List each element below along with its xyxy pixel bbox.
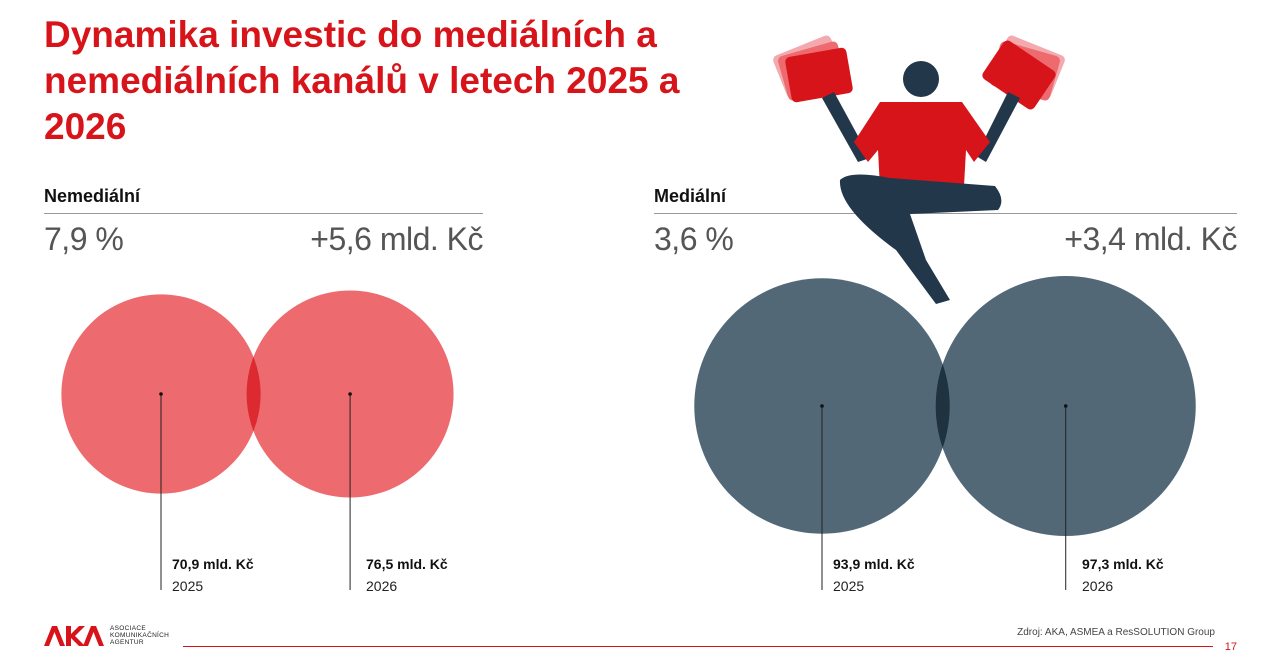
- torso-icon: [854, 102, 990, 188]
- juggler-illustration: [773, 35, 1065, 304]
- media-2026-year: 2026: [1082, 578, 1114, 594]
- media-2026-value: 97,3 mld. Kč: [1082, 556, 1164, 572]
- nonmedia-venn: [61, 290, 454, 590]
- media-growth-abs: +3,4 mld. Kč: [1064, 221, 1237, 257]
- media-center-dot-2025: [820, 404, 824, 408]
- nonmedia-divider: [44, 213, 483, 214]
- media-label: Mediální: [654, 186, 727, 206]
- media-2025-year: 2025: [833, 578, 865, 594]
- nonmedia-2026-year: 2026: [366, 578, 398, 594]
- right-arm-icon: [976, 92, 1020, 162]
- media-venn: [694, 275, 1196, 590]
- nonmedia-2026-value: 76,5 mld. Kč: [366, 556, 448, 572]
- footer-divider: [183, 646, 1213, 647]
- nonmedia-panel: Nemediální 7,9 % +5,6 mld. Kč 70,9 mld. …: [44, 186, 483, 606]
- right-folder-stack-icon: [982, 35, 1065, 110]
- page-number: 17: [1224, 641, 1237, 653]
- media-growth-pct: 3,6 %: [654, 221, 734, 257]
- media-2025-value: 93,9 mld. Kč: [833, 556, 915, 572]
- media-center-dot-2026: [1063, 404, 1068, 408]
- media-panel: Mediální 3,6 % +3,4 mld. Kč 93,9 mld. Kč…: [654, 186, 1237, 606]
- source-note: Zdroj: AKA, ASMEA a ResSOLUTION Group: [1017, 627, 1215, 638]
- head-icon: [903, 61, 939, 97]
- nonmedia-growth-pct: 7,9 %: [44, 221, 124, 257]
- nonmedia-label: Nemediální: [44, 186, 141, 206]
- aka-logo-icon: [44, 626, 104, 646]
- nonmedia-growth-abs: +5,6 mld. Kč: [310, 221, 483, 257]
- media-divider: [654, 213, 1237, 214]
- page-title: Dynamika investic do mediálních a nemedi…: [44, 14, 680, 147]
- logo-text: ASOCIACE KOMUNIKAČNÍCH AGENTUR: [110, 625, 170, 646]
- nonmedia-2025-year: 2025: [172, 578, 204, 594]
- nonmedia-center-dot-2026: [348, 392, 352, 396]
- left-folder-stack-icon: [773, 35, 853, 103]
- legs-icon: [839, 174, 1002, 304]
- nonmedia-center-dot-2025: [159, 392, 163, 396]
- nonmedia-2025-value: 70,9 mld. Kč: [172, 556, 254, 572]
